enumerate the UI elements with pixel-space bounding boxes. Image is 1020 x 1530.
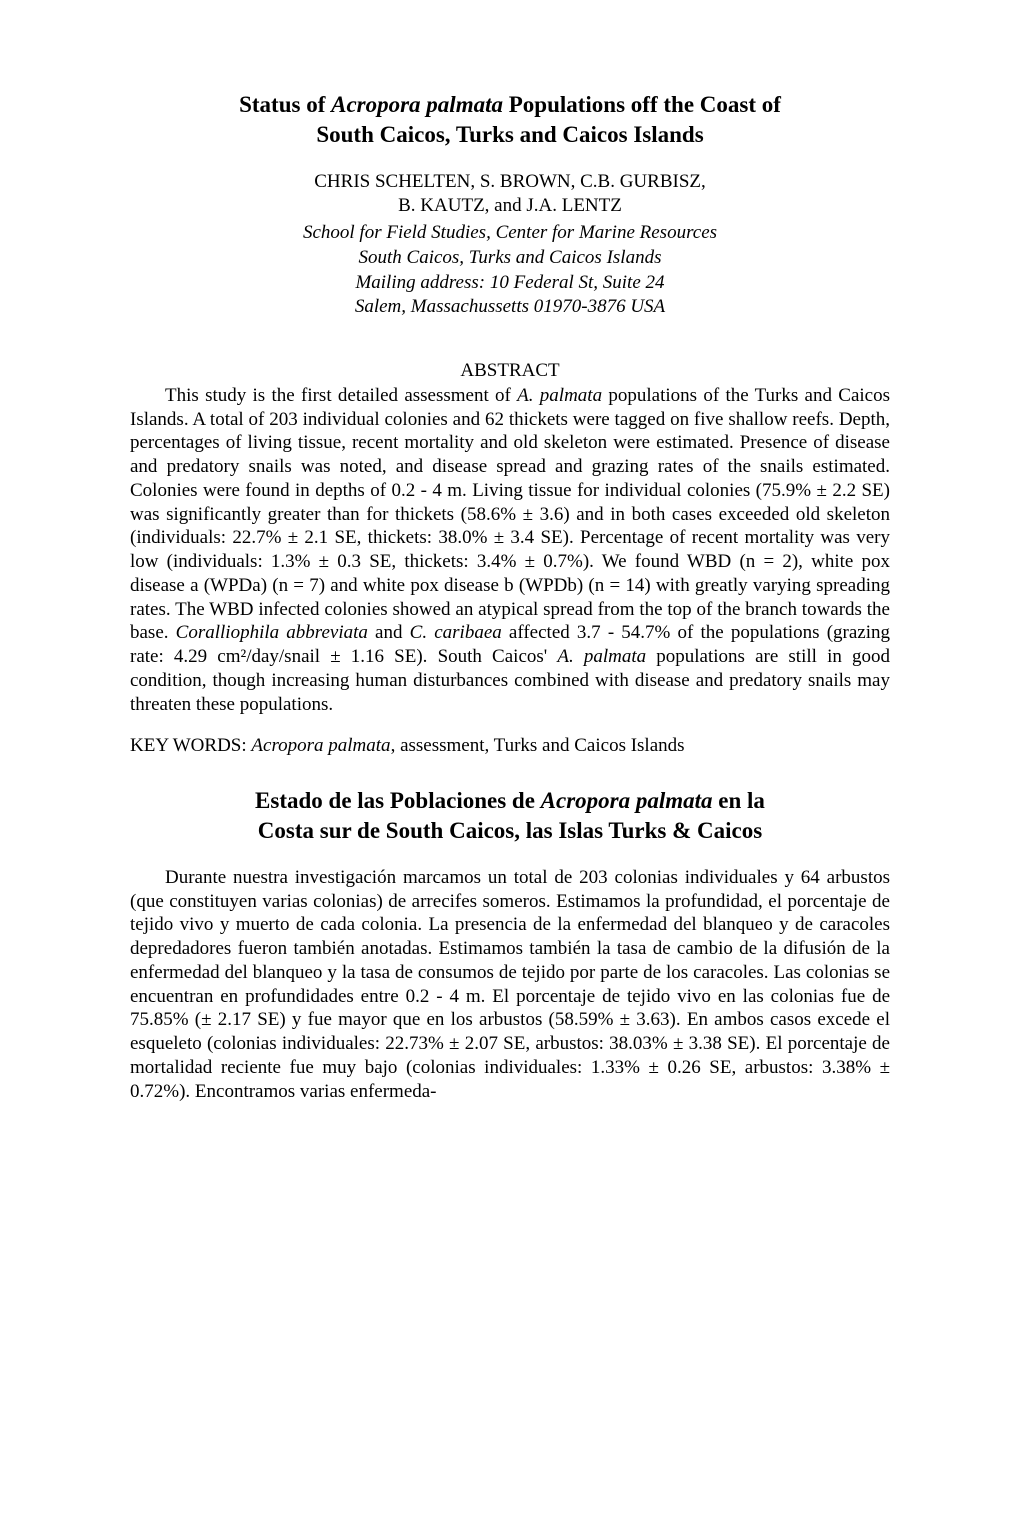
keywords-label: KEY WORDS: (130, 735, 251, 756)
title-italic-1: Acropora palmata (331, 92, 503, 117)
spanish-title: Estado de las Poblaciones de Acropora pa… (130, 786, 890, 846)
affiliation-line-3: Mailing address: 10 Federal St, Suite 24 (355, 272, 664, 293)
keywords-rest: , assessment, Turks and Caicos Islands (391, 735, 685, 756)
spanish-title-line-2: Costa sur de South Caicos, las Islas Tur… (258, 818, 762, 843)
abstract-paragraph: This study is the first detailed assessm… (130, 384, 890, 717)
paper-title: Status of Acropora palmata Populations o… (130, 90, 890, 150)
affiliation-line-2: South Caicos, Turks and Caicos Islands (359, 247, 662, 268)
spanish-paragraph: Durante nuestra investigación marcamos u… (130, 866, 890, 1104)
affiliation-block: School for Field Studies, Center for Mar… (130, 221, 890, 320)
abstract-italic-1: A. palmata (517, 385, 602, 406)
affiliation-line-4: Salem, Massachussetts 01970-3876 USA (355, 296, 665, 317)
authors-line-1: CHRIS SCHELTEN, S. BROWN, C.B. GURBISZ, (314, 171, 706, 192)
abstract-italic-4: A. palmata (557, 646, 646, 667)
abstract-text-1a: This study is the first detailed assessm… (165, 385, 517, 406)
abstract-heading: ABSTRACT (130, 360, 890, 382)
abstract-italic-3: C. caribaea (410, 622, 502, 643)
authors-block: CHRIS SCHELTEN, S. BROWN, C.B. GURBISZ, … (130, 170, 890, 219)
authors-line-2: B. KAUTZ, and J.A. LENTZ (398, 195, 622, 216)
affiliation-line-1: School for Field Studies, Center for Mar… (303, 222, 717, 243)
spanish-title-1a: Estado de las Poblaciones de (255, 788, 541, 813)
abstract-text-1c: and (368, 622, 410, 643)
title-line-2: South Caicos, Turks and Caicos Islands (316, 122, 703, 147)
title-text-1: Status of (239, 92, 331, 117)
keywords-line: KEY WORDS: Acropora palmata, assessment,… (130, 734, 890, 758)
spanish-title-italic: Acropora palmata (541, 788, 713, 813)
abstract-italic-2: Coralliophila abbreviata (176, 622, 368, 643)
spanish-title-1b: en la (713, 788, 765, 813)
title-text-1b: Populations off the Coast of (503, 92, 781, 117)
abstract-text-1b: populations of the Turks and Caicos Isla… (130, 385, 890, 644)
keywords-italic: Acropora palmata (251, 735, 390, 756)
